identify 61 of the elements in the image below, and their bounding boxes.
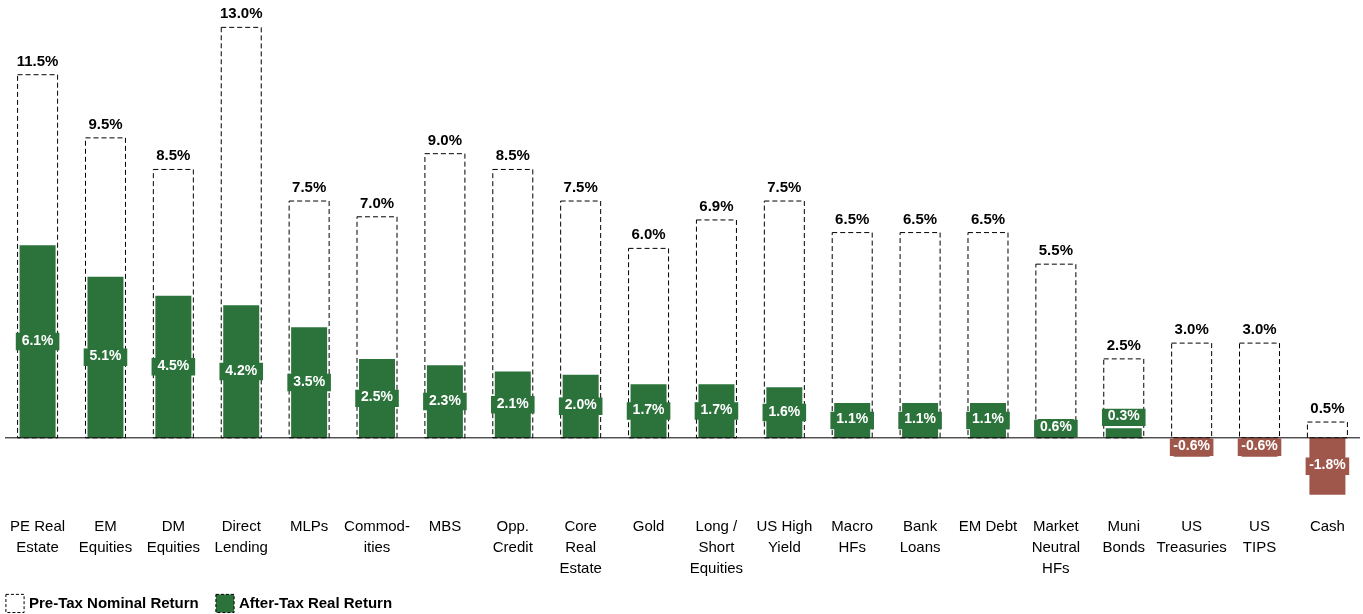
data-label: 2.5% [361, 388, 394, 405]
data-label: 6.1% [21, 331, 55, 348]
data-label: -0.6% [1241, 437, 1279, 454]
x-tick-label: US TIPS [1242, 516, 1277, 555]
data-label: -1.8% [1309, 456, 1347, 473]
data-label: 1.1% [904, 410, 937, 427]
x-tick-label: Macro HFs [831, 516, 874, 555]
data-label: 2.0% [564, 396, 598, 413]
x-tick-label: DM Equities [146, 516, 201, 555]
x-tick-label: US Treasuries [1156, 516, 1227, 555]
data-label: 6.9% [699, 196, 734, 214]
legend-label: Pre-Tax Nominal Return [29, 594, 199, 612]
data-label: 7.5% [767, 178, 802, 196]
data-label: 7.0% [359, 193, 395, 211]
data-label: 2.5% [1106, 335, 1141, 353]
x-tick-label: Gold [632, 516, 665, 534]
data-label: 7.5% [292, 178, 327, 196]
data-label: 1.1% [836, 410, 869, 427]
data-label: 1.1% [972, 410, 1005, 427]
data-label: 8.5% [156, 146, 191, 164]
data-label: 1.6% [768, 402, 801, 419]
data-label: 9.0% [427, 130, 462, 148]
x-tick-label: EM Equities [78, 516, 133, 555]
x-tick-label: Commod- ities [344, 516, 410, 555]
data-label: 1.7% [632, 400, 666, 417]
data-label: 9.5% [88, 114, 123, 132]
data-label: 2.3% [428, 391, 462, 408]
data-label: 13.0% [219, 4, 263, 22]
x-tick-label: Muni Bonds [1102, 516, 1146, 555]
data-label: 0.3% [1107, 407, 1141, 424]
data-label: 6.5% [903, 209, 938, 227]
data-label: 5.5% [1038, 241, 1073, 259]
data-label: 6.0% [631, 225, 666, 243]
x-tick-label: Bank Loans [899, 516, 941, 555]
x-tick-label: Long / Short Equities [689, 516, 744, 576]
data-label: 3.5% [293, 372, 326, 389]
x-tick-label: Market Neutral HFs [1031, 516, 1081, 576]
x-tick-label: Opp. Credit [492, 516, 534, 555]
data-label: 6.5% [970, 209, 1006, 227]
x-tick-label: Direct Lending [214, 516, 268, 555]
data-label: 4.5% [157, 356, 190, 373]
x-tick-label: EM Debt [958, 516, 1018, 534]
data-label: 5.1% [89, 347, 122, 364]
x-tick-label: PE Real Estate [10, 516, 66, 555]
data-label: 3.0% [1174, 320, 1209, 338]
data-label: -0.6% [1173, 437, 1211, 454]
data-label: 11.5% [16, 51, 59, 69]
x-tick-label: Cash [1309, 516, 1345, 534]
data-label: 0.5% [1310, 399, 1345, 417]
x-tick-label: MBS [428, 516, 462, 534]
x-tick-label: Core Real Estate [559, 516, 602, 576]
data-label: 7.5% [563, 178, 598, 196]
data-label: 4.2% [225, 361, 258, 378]
data-label: 2.1% [496, 394, 530, 411]
data-label: 6.5% [835, 209, 870, 227]
legend-label: After-Tax Real Return [239, 594, 393, 612]
data-label: 3.0% [1242, 320, 1277, 338]
data-label: 8.5% [495, 146, 530, 164]
data-label: 1.7% [700, 400, 733, 417]
x-tick-label: MLPs [289, 516, 329, 534]
x-tick-label: US High Yield [756, 516, 813, 555]
